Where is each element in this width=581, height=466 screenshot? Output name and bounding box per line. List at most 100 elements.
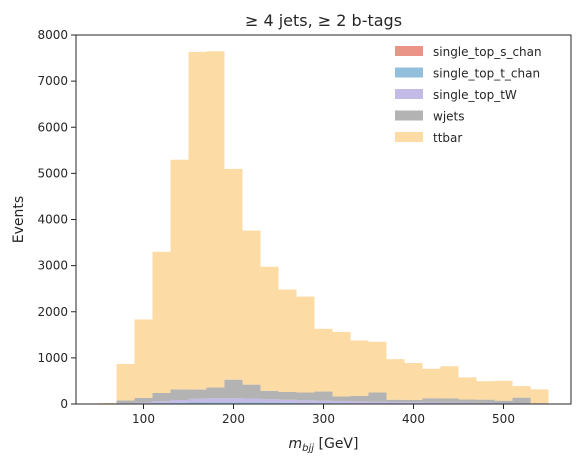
bar-single_top_tW-4 [170,400,189,403]
legend-label-single_top_s_chan: single_top_s_chan [433,45,542,59]
bar-wjets-16 [386,399,405,403]
bar-wjets-5 [188,389,207,399]
legend-label-wjets: wjets [433,110,465,124]
bar-single_top_t_chan-9 [260,402,279,404]
series-ttbar [98,51,549,404]
legend-swatch-single_top_t_chan [395,67,423,78]
bar-single_top_tW-12 [314,400,333,404]
bar-single_top_t_chan-8 [242,402,261,404]
bar-single_top_tW-24 [530,403,549,404]
bar-single_top_tW-2 [134,402,153,404]
bar-single_top_t_chan-4 [170,402,189,404]
bar-ttbar-2 [134,319,153,398]
bar-ttbar-22 [494,380,513,401]
bar-single_top_tW-8 [242,398,261,403]
y-tick-label-7000: 7000 [37,74,68,88]
bar-wjets-3 [152,392,171,402]
bar-single_top_tW-15 [368,401,387,404]
y-tick-label-4000: 4000 [37,213,68,227]
bar-ttbar-9 [260,266,279,391]
bar-wjets-12 [314,391,333,401]
bar-single_top_tW-22 [494,402,513,404]
bar-ttbar-20 [458,377,477,400]
x-tick-label-100: 100 [132,412,155,426]
bar-wjets-13 [332,396,351,402]
bar-wjets-10 [278,391,297,400]
x-ticks: 100 200 300 400 500 [132,404,515,426]
bar-single_top_tW-10 [278,399,297,403]
legend: single_top_s_chan single_top_t_chansingle… [395,45,542,145]
bar-wjets-17 [404,399,423,403]
bar-wjets-7 [224,379,243,399]
bar-single_top_tW-19 [440,402,459,404]
bar-single_top_tW-13 [332,401,351,404]
bar-ttbar-13 [332,331,351,397]
bar-single_top_t_chan-3 [152,403,171,404]
y-tick-label-3000: 3000 [37,259,68,273]
bar-single_top_tW-6 [206,398,225,403]
bars-layer [98,51,549,404]
bar-single_top_t_chan-5 [188,402,207,404]
bar-wjets-4 [170,389,189,401]
x-tick-label-400: 400 [402,412,425,426]
legend-swatch-single_top_tW [395,89,423,99]
bar-single_top_t_chan-11 [296,402,315,404]
bar-wjets-11 [296,392,315,401]
bar-wjets-14 [350,395,369,402]
bar-ttbar-21 [476,381,495,400]
bar-single_top_tW-14 [350,401,369,404]
bar-single_top_t_chan-13 [332,403,351,404]
bar-single_top_tW-17 [404,402,423,404]
bar-single_top_tW-20 [458,402,477,404]
bar-ttbar-7 [224,168,243,380]
bar-wjets-21 [476,399,495,403]
bar-wjets-15 [368,392,387,402]
bar-wjets-1 [116,400,135,404]
bar-wjets-20 [458,399,477,403]
bar-single_top_tW-21 [476,402,495,404]
bar-single_top_tW-16 [386,402,405,404]
bar-ttbar-8 [242,230,261,385]
legend-swatch-ttbar [395,132,423,142]
legend-label-single_top_tW: single_top_tW [433,88,517,102]
y-tick-label-2000: 2000 [37,305,68,319]
chart-title: ≥ 4 jets, ≥ 2 b-tags [245,11,402,30]
x-tick-label-200: 200 [222,412,245,426]
bar-single_top_tW-18 [422,402,441,404]
y-tick-label-5000: 5000 [37,166,68,180]
bar-wjets-2 [134,397,153,403]
bar-ttbar-14 [350,340,369,396]
bar-wjets-23 [512,397,531,404]
bar-single_top_t_chan-6 [206,402,225,404]
y-ticks: 0 1000 2000 3000 4000 5000 6000 7000 8000 [37,28,76,411]
legend-label-ttbar: ttbar [433,131,462,145]
bar-wjets-9 [260,390,279,400]
bar-ttbar-17 [404,363,423,400]
x-axis-label-var: m [289,436,303,452]
bar-single_top_t_chan-10 [278,402,297,404]
x-axis-label-unit: [GeV] [314,436,358,452]
bar-ttbar-12 [314,328,333,392]
y-axis-label: Events [11,196,27,243]
bar-ttbar-11 [296,296,315,393]
x-axis-label: mbjj [GeV] [289,436,359,454]
bar-wjets-6 [206,387,225,399]
bar-ttbar-18 [422,368,441,399]
bar-single_top_tW-7 [224,398,243,403]
y-tick-label-8000: 8000 [37,28,68,42]
bar-ttbar-15 [368,341,387,393]
x-tick-label-300: 300 [312,412,335,426]
bar-ttbar-3 [152,251,171,393]
y-tick-label-6000: 6000 [37,120,68,134]
bar-single_top_tW-23 [512,403,531,404]
bar-single_top_t_chan-12 [314,403,333,404]
legend-swatch-wjets [395,110,423,121]
bar-ttbar-1 [116,364,135,401]
bar-ttbar-10 [278,289,297,392]
bar-wjets-8 [242,384,261,399]
bar-wjets-22 [494,400,513,403]
y-tick-label-0: 0 [60,397,68,411]
bar-single_top_tW-9 [260,399,279,403]
bar-ttbar-6 [206,51,225,388]
